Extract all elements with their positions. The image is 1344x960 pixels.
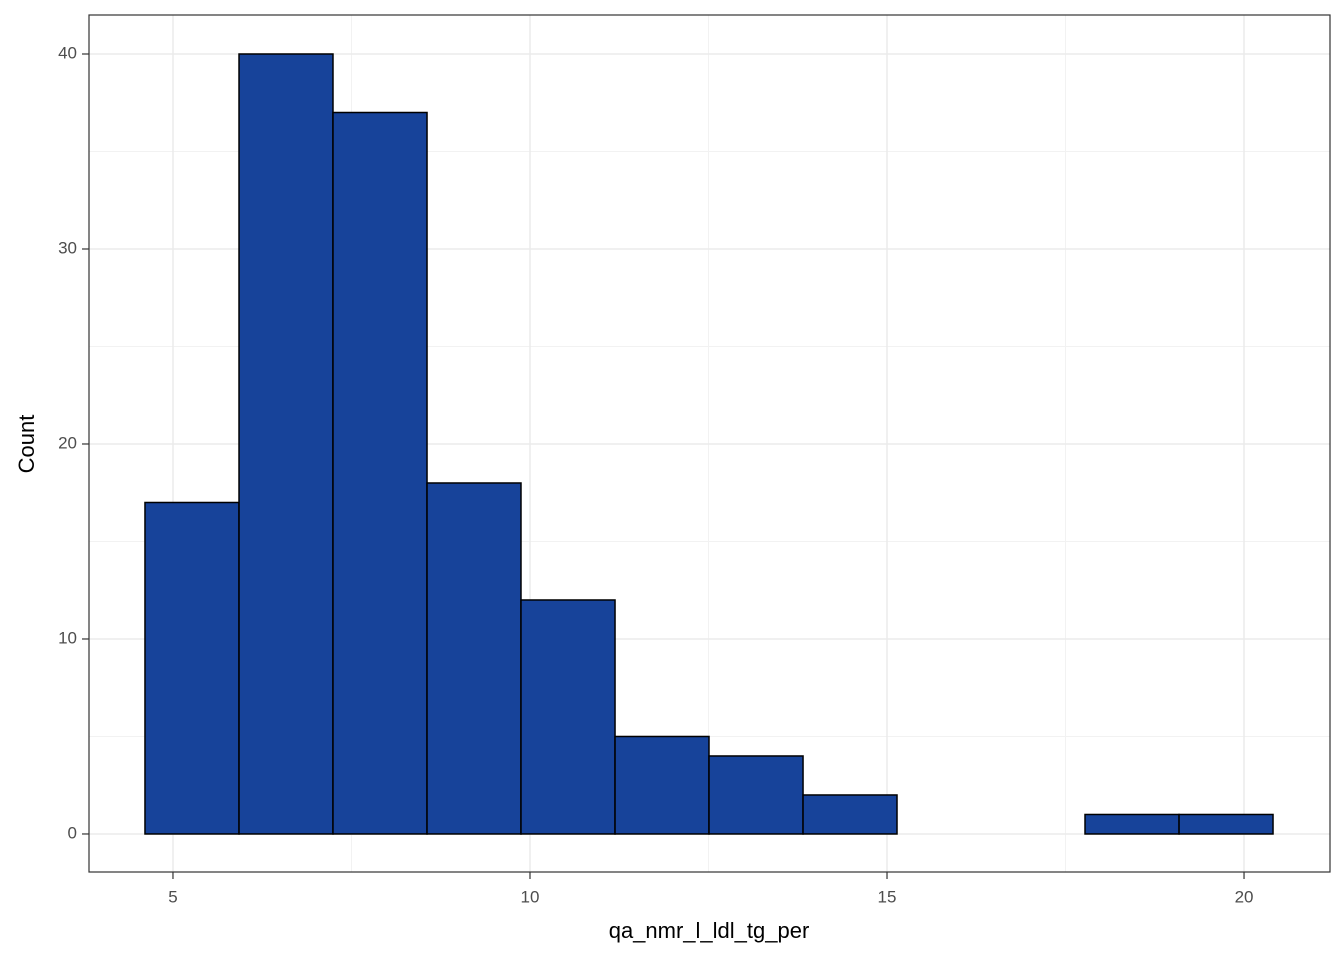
y-axis-label: Count xyxy=(14,415,39,474)
bar xyxy=(144,501,240,835)
bar xyxy=(1084,813,1180,835)
x-axis-label: qa_nmr_l_ldl_tg_per xyxy=(609,918,810,943)
y-tick-label: 40 xyxy=(58,43,77,62)
panel-border xyxy=(88,14,1331,873)
bar xyxy=(614,735,710,835)
bar xyxy=(520,599,616,835)
bar xyxy=(238,53,334,835)
bar xyxy=(708,755,804,835)
bar xyxy=(802,794,898,835)
y-tick-label: 0 xyxy=(68,823,77,842)
x-tick-label: 20 xyxy=(1235,887,1254,906)
x-tick-label: 10 xyxy=(521,887,540,906)
bar xyxy=(1178,813,1274,835)
x-tick-label: 5 xyxy=(168,887,177,906)
bar xyxy=(426,482,522,835)
y-tick-label: 10 xyxy=(58,628,77,647)
y-tick-label: 20 xyxy=(58,433,77,452)
y-tick-label: 30 xyxy=(58,238,77,257)
bar xyxy=(332,111,428,835)
x-tick-label: 15 xyxy=(878,887,897,906)
